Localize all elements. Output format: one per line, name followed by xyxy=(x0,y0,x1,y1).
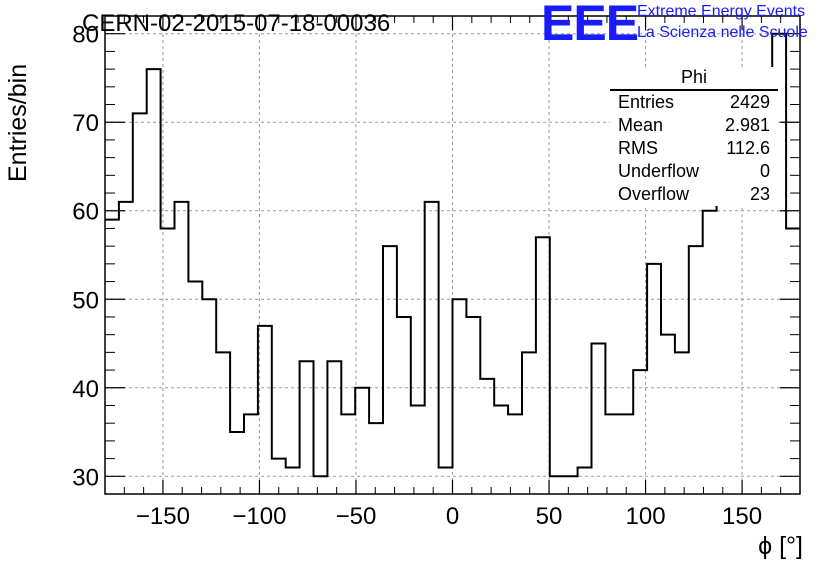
x-axis-label: ϕ [°] xyxy=(758,532,803,560)
axis-ticks xyxy=(104,15,801,495)
x-tick-label: −50 xyxy=(336,503,377,530)
stats-label: Underflow xyxy=(618,161,700,181)
stats-title: Phi xyxy=(610,67,778,91)
stats-label: Overflow xyxy=(618,184,690,204)
stats-value: 2.981 xyxy=(724,115,770,135)
axis-tick-labels: −150 −100 −50 0 50 100 150 30 40 50 60 70 80 xyxy=(72,22,762,530)
y-tick-label: 50 xyxy=(72,287,99,314)
stats-row-underflow: Underflow 0 xyxy=(610,160,778,183)
stats-row-mean: Mean 2.981 xyxy=(610,114,778,137)
stats-value: 0 xyxy=(759,161,770,181)
x-tick-label: 0 xyxy=(446,503,459,530)
stats-box: Phi Entries 2429 Mean 2.981 RMS 112.6 Un… xyxy=(610,67,778,206)
stats-row-rms: RMS 112.6 xyxy=(610,137,778,160)
stats-value: 2429 xyxy=(729,92,770,112)
x-tick-label: 150 xyxy=(722,503,762,530)
x-tick-label: −150 xyxy=(136,503,190,530)
x-tick-label: 50 xyxy=(536,503,563,530)
stats-label: Entries xyxy=(618,92,675,112)
y-tick-label: 80 xyxy=(72,22,99,49)
y-axis-label: Entries/bin xyxy=(4,63,32,182)
histogram-step-line xyxy=(105,32,800,478)
stats-value: 23 xyxy=(749,184,770,204)
y-tick-label: 60 xyxy=(72,199,99,226)
y-tick-label: 70 xyxy=(72,110,99,137)
y-tick-label: 30 xyxy=(72,464,99,491)
logo-line-2: La Scienza nelle Scuole xyxy=(637,24,808,41)
stats-label: Mean xyxy=(618,115,664,135)
x-tick-label: 100 xyxy=(626,503,666,530)
x-tick-label: −100 xyxy=(232,503,286,530)
y-tick-label: 40 xyxy=(72,376,99,403)
chart-title: CERN-02-2015-07-18-00036 xyxy=(82,10,391,37)
stats-row-entries: Entries 2429 xyxy=(610,91,778,114)
stats-value: 112.6 xyxy=(726,138,770,158)
stats-row-overflow: Overflow 23 xyxy=(610,183,778,206)
eee-logo: EEE xyxy=(541,0,639,51)
logo-line-1: Extreme Energy Events xyxy=(637,3,806,20)
stats-label: RMS xyxy=(618,138,658,158)
